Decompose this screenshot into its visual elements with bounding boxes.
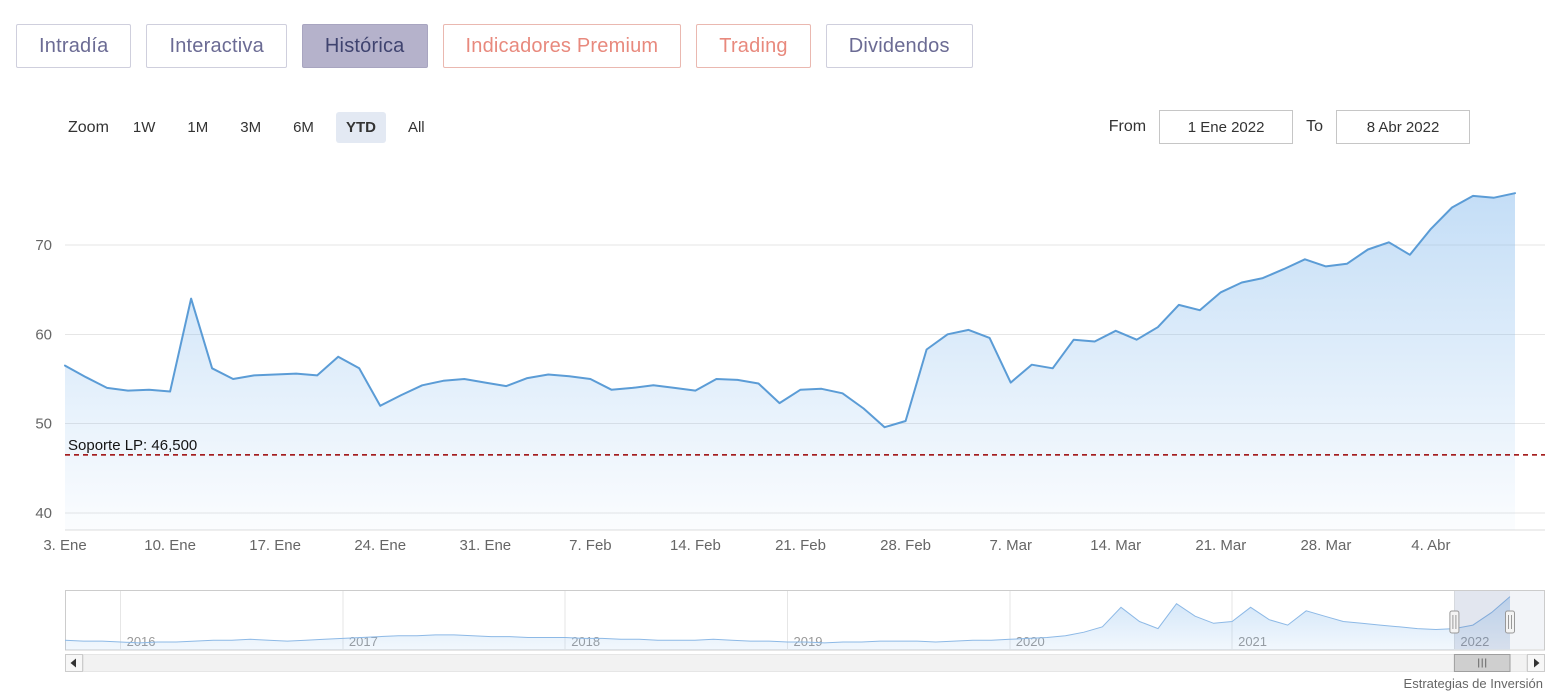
zoom-button-1m[interactable]: 1M	[177, 112, 218, 143]
x-axis-label: 31. Ene	[459, 537, 511, 554]
support-line-label: Soporte LP: 46,500	[68, 437, 198, 454]
x-axis-label: 3. Ene	[43, 537, 86, 554]
x-axis-label: 21. Feb	[775, 537, 826, 554]
tab-indicadores-premium[interactable]: Indicadores Premium	[442, 24, 682, 68]
x-axis-label: 10. Ene	[144, 537, 196, 554]
y-axis-label: 70	[35, 237, 52, 254]
zoom-row: Zoom 1W 1M 3M 6M YTD All	[68, 112, 435, 143]
navigator-right-handle[interactable]	[1505, 610, 1515, 634]
x-axis-label: 21. Mar	[1195, 537, 1246, 554]
from-date-input[interactable]	[1159, 110, 1294, 144]
y-axis-label: 40	[35, 505, 52, 522]
navigator-selection[interactable]	[1454, 591, 1510, 649]
tab-histórica[interactable]: Histórica	[301, 24, 428, 68]
x-axis-label: 28. Feb	[880, 537, 931, 554]
x-axis-label: 28. Mar	[1300, 537, 1351, 554]
tab-trading[interactable]: Trading	[696, 24, 811, 68]
chart-navigator: 2016201720182019202020212022	[64, 590, 1545, 672]
navigator-left-handle[interactable]	[1449, 610, 1460, 634]
to-date-input[interactable]	[1336, 110, 1470, 144]
x-axis-label: 7. Feb	[569, 537, 612, 554]
price-area	[65, 193, 1515, 530]
price-chart: 40 50 60 70 3. Ene 10. Ene 17. Ene 24. Ene 31. E…	[35, 192, 1545, 554]
tab-interactiva[interactable]: Interactiva	[146, 24, 287, 68]
zoom-button-6m[interactable]: 6M	[283, 112, 324, 143]
y-axis-label: 50	[35, 416, 52, 433]
chart-tabs: Intradía Interactiva Histórica Indicadores …	[16, 24, 973, 68]
zoom-label: Zoom	[68, 118, 109, 136]
navigator-right-pad	[1510, 591, 1544, 649]
zoom-buttons: 1W 1M 3M 6M YTD All	[123, 112, 435, 143]
scrollbar-track[interactable]	[83, 654, 1527, 672]
navigator-area	[65, 596, 1510, 650]
zoom-button-3m[interactable]: 3M	[230, 112, 271, 143]
date-range-selector: From To	[1109, 110, 1470, 144]
zoom-button-all[interactable]: All	[398, 112, 435, 143]
x-axis-label: 24. Ene	[354, 537, 406, 554]
price-line	[64, 192, 1516, 429]
x-axis-label: 17. Ene	[249, 537, 301, 554]
to-label: To	[1306, 118, 1323, 135]
x-axis-label: 14. Feb	[670, 537, 721, 554]
y-axis-label: 60	[35, 326, 52, 343]
x-axis-label: 4. Abr	[1411, 537, 1450, 554]
x-axis-label: 14. Mar	[1090, 537, 1141, 554]
scrollbar-right-arrow-icon	[1534, 658, 1540, 668]
navigator-line	[64, 596, 1511, 644]
zoom-button-1w[interactable]: 1W	[123, 112, 166, 143]
x-axis-label: 7. Mar	[989, 537, 1032, 554]
credit-label: Estrategias de Inversión	[1403, 676, 1543, 691]
scrollbar-left-arrow-icon	[70, 658, 76, 668]
from-label: From	[1108, 118, 1147, 135]
zoom-button-ytd[interactable]: YTD	[335, 112, 386, 143]
tab-dividendos[interactable]: Dividendos	[825, 24, 973, 68]
tab-intradía[interactable]: Intradía	[16, 24, 132, 68]
